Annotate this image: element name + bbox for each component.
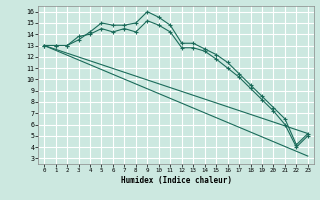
X-axis label: Humidex (Indice chaleur): Humidex (Indice chaleur) (121, 176, 231, 185)
